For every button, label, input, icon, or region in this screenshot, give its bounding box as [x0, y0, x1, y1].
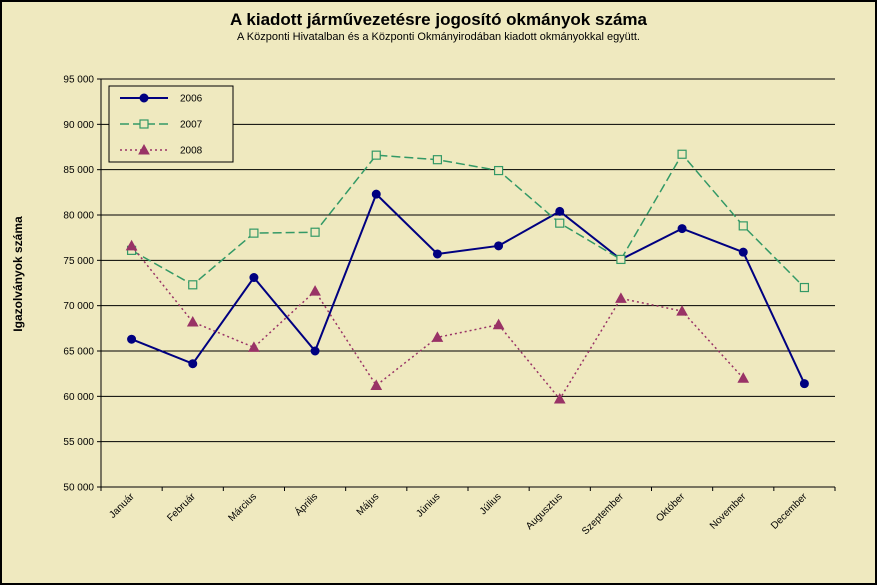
data-point [555, 206, 565, 216]
x-category-label: Január [107, 491, 137, 521]
data-point [188, 359, 198, 369]
series-line [131, 192, 806, 385]
data-point [553, 393, 566, 404]
data-point [432, 155, 443, 165]
chart-title: A kiadott járművezetésre jogosító okmány… [230, 10, 647, 29]
legend-label: 2007 [180, 120, 203, 131]
x-category-label: Augusztus [524, 491, 565, 532]
y-tick-label: 85 000 [63, 165, 94, 176]
data-point [309, 285, 321, 296]
y-tick-label: 65 000 [63, 347, 94, 358]
data-point [555, 218, 565, 228]
data-point [616, 254, 626, 265]
legend-item-2007: 2007 [120, 119, 203, 131]
data-point [138, 143, 150, 155]
data-point [493, 165, 504, 176]
y-tick-label: 75 000 [63, 256, 94, 267]
x-category-label: Szeptember [580, 491, 626, 537]
data-point [494, 241, 504, 251]
data-point [677, 224, 687, 234]
data-point [125, 239, 138, 251]
data-point [432, 249, 442, 259]
data-point [738, 247, 748, 257]
data-point [799, 282, 810, 293]
x-category-label: Április [292, 490, 320, 518]
x-category-label: Június [414, 491, 442, 519]
y-tick-label: 70 000 [63, 301, 94, 312]
data-point [249, 228, 259, 238]
y-tick-label: 50 000 [63, 483, 94, 494]
y-tick-label: 60 000 [63, 392, 94, 403]
legend-label: 2006 [180, 94, 203, 105]
data-point [677, 149, 687, 159]
x-category-label: Március [227, 491, 260, 524]
data-point [799, 379, 809, 389]
x-category-label: Október [654, 491, 687, 524]
series-line [131, 152, 805, 289]
data-point [139, 119, 149, 129]
y-tick-label: 95 000 [63, 75, 94, 86]
data-point [615, 292, 627, 303]
data-point [127, 334, 137, 344]
data-point [371, 150, 381, 160]
data-point [370, 379, 383, 390]
legend-item-2008: 2008 [120, 143, 203, 157]
y-tick-label: 80 000 [63, 211, 94, 222]
data-point [431, 331, 444, 342]
series-2007 [126, 149, 810, 293]
data-point [310, 227, 320, 237]
series-line [130, 245, 744, 401]
data-point [492, 318, 505, 330]
data-point [310, 346, 320, 356]
chart-subtitle: A Központi Hivatalban és a Központi Okmá… [237, 31, 640, 43]
x-category-label: Május [355, 491, 382, 518]
y-tick-label: 90 000 [63, 120, 94, 131]
legend: 2006 2007 2008 [108, 85, 234, 163]
x-category-label: Február [165, 491, 198, 524]
data-point [371, 189, 381, 199]
series-2006 [127, 189, 809, 389]
data-point [248, 341, 260, 352]
data-point [676, 305, 688, 316]
series-2008 [125, 239, 750, 404]
data-point [249, 273, 259, 283]
y-tick-label: 55 000 [63, 437, 94, 448]
data-point [737, 372, 750, 383]
legend-item-2006: 2006 [120, 93, 203, 105]
data-point [188, 280, 198, 290]
legend-label: 2008 [180, 146, 203, 157]
data-point [139, 93, 149, 103]
x-category-label: Július [478, 491, 504, 517]
x-category-label: November [708, 491, 749, 532]
data-point [738, 221, 748, 231]
data-point [186, 315, 199, 327]
x-category-label: December [769, 491, 810, 532]
